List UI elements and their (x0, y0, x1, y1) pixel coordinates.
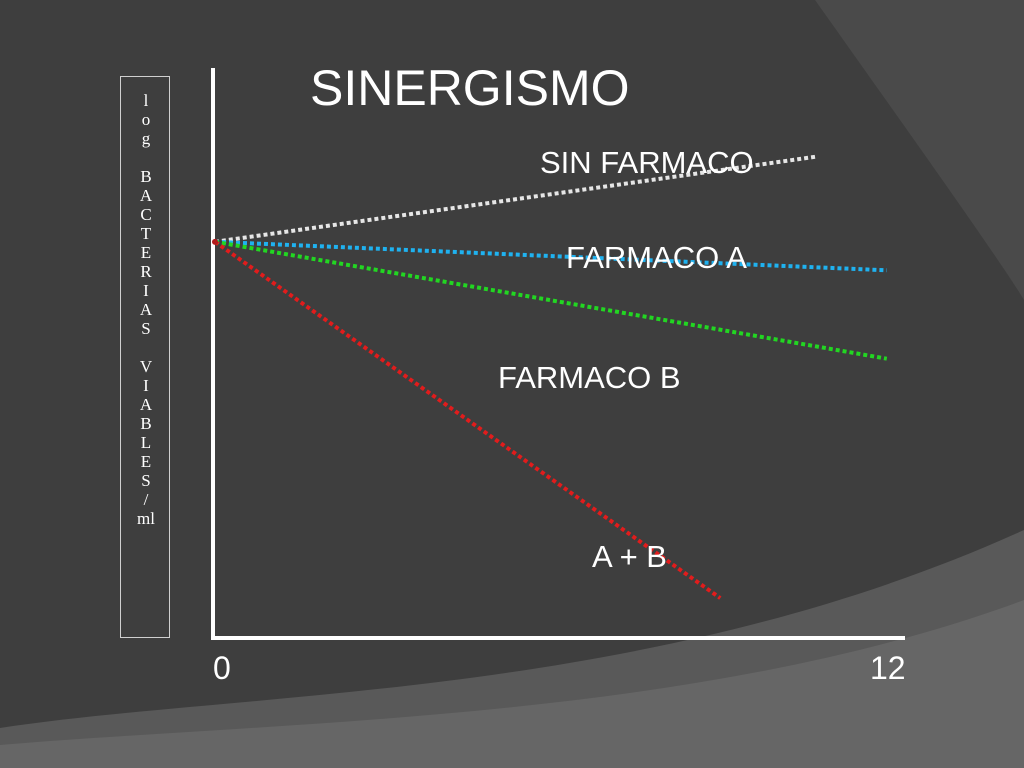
x-tick-label-12: 12 (870, 650, 906, 686)
series-line-farmaco-a (214, 239, 887, 273)
series-line-a-b (213, 240, 722, 600)
origin-point (212, 238, 218, 245)
series-line-sin-farmaco (214, 154, 819, 244)
series-label-farmaco-a: FARMACO A (566, 240, 747, 275)
series-line-farmaco-b (214, 239, 888, 361)
slide-title: SINERGISMO (310, 60, 630, 116)
x-tick-label-0: 0 (213, 650, 231, 686)
series-label-a-plus-b: A + B (592, 539, 667, 574)
series-layer (212, 154, 888, 600)
y-axis-label-box: l o g B A C T E R I A S V I A B L E S / … (120, 76, 170, 638)
y-axis-label: l o g B A C T E R I A S V I A B L E S / … (137, 91, 155, 528)
series-label-farmaco-b: FARMACO B (498, 360, 681, 395)
series-label-sin-farmaco: SIN FARMACO (540, 145, 754, 180)
